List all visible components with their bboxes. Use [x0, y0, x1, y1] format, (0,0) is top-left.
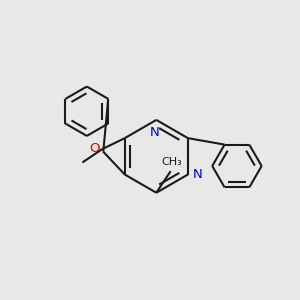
Text: N: N [150, 126, 160, 139]
Text: CH₃: CH₃ [162, 158, 182, 167]
Text: O: O [89, 142, 100, 155]
Text: N: N [193, 168, 203, 181]
